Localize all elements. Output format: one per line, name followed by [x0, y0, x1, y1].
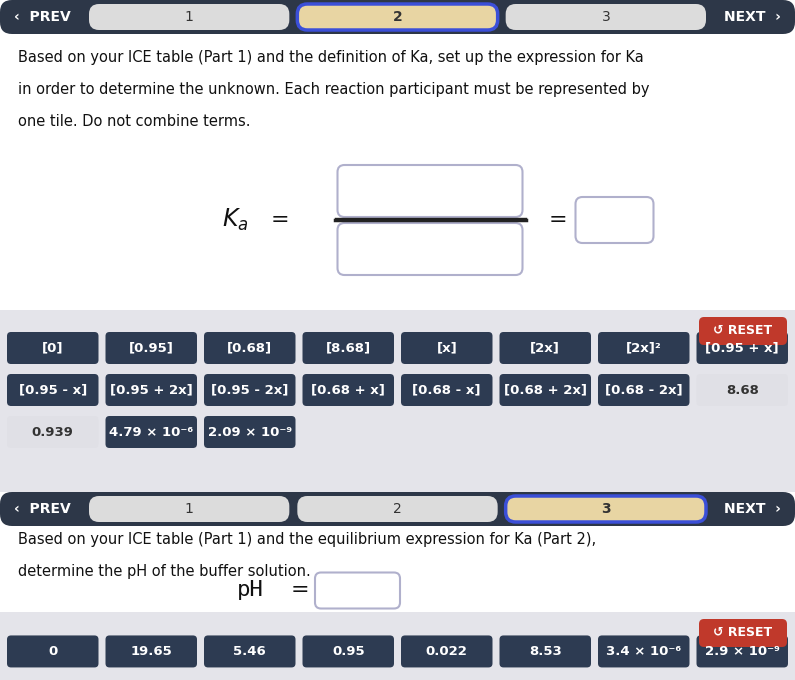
Text: NEXT  ›: NEXT ›	[724, 10, 781, 24]
Text: 2.9 × 10⁻⁹: 2.9 × 10⁻⁹	[705, 645, 780, 658]
FancyBboxPatch shape	[338, 223, 522, 275]
Bar	[0, 34, 795, 310]
FancyBboxPatch shape	[106, 416, 197, 448]
Text: NEXT  ›: NEXT ›	[724, 502, 781, 516]
FancyBboxPatch shape	[699, 317, 787, 345]
Text: [0.68]: [0.68]	[227, 341, 273, 354]
Text: [0.95 + 2x]: [0.95 + 2x]	[110, 384, 192, 396]
Text: 4.79 × 10⁻⁶: 4.79 × 10⁻⁶	[109, 426, 193, 439]
Text: Based on your ICE table (Part 1) and the definition of Ka, set up the expression: Based on your ICE table (Part 1) and the…	[18, 50, 644, 65]
Text: [0.68 + 2x]: [0.68 + 2x]	[504, 384, 587, 396]
FancyBboxPatch shape	[696, 635, 788, 668]
Text: Based on your ICE table (Part 1) and the equilibrium expression for Ka (Part 2),: Based on your ICE table (Part 1) and the…	[18, 532, 596, 547]
FancyBboxPatch shape	[499, 332, 591, 364]
Text: 2: 2	[393, 502, 402, 516]
FancyBboxPatch shape	[204, 416, 296, 448]
Text: [0.95 + x]: [0.95 + x]	[705, 341, 779, 354]
Text: 3.4 × 10⁻⁶: 3.4 × 10⁻⁶	[606, 645, 681, 658]
Text: 3: 3	[602, 10, 611, 24]
FancyBboxPatch shape	[598, 635, 689, 668]
Text: [0.95 - 2x]: [0.95 - 2x]	[211, 384, 289, 396]
Text: 19.65: 19.65	[130, 645, 173, 658]
Text: in order to determine the unknown. Each reaction participant must be represented: in order to determine the unknown. Each …	[18, 82, 650, 97]
Text: [0.95]: [0.95]	[129, 341, 173, 354]
Text: [0]: [0]	[42, 341, 64, 354]
Text: [2x]²: [2x]²	[626, 341, 661, 354]
FancyBboxPatch shape	[297, 496, 498, 522]
Text: $\mathit{K_a}$: $\mathit{K_a}$	[222, 207, 248, 233]
Text: [0.68 + x]: [0.68 + x]	[312, 384, 386, 396]
FancyBboxPatch shape	[89, 4, 289, 30]
FancyBboxPatch shape	[106, 635, 197, 668]
Text: ‹  PREV: ‹ PREV	[14, 502, 71, 516]
FancyBboxPatch shape	[303, 332, 394, 364]
FancyBboxPatch shape	[204, 374, 296, 406]
Text: 2: 2	[393, 10, 402, 24]
Text: 1: 1	[184, 10, 194, 24]
Bar	[0, 310, 795, 492]
FancyBboxPatch shape	[506, 496, 706, 522]
FancyBboxPatch shape	[576, 197, 653, 243]
Text: ↺ RESET: ↺ RESET	[713, 626, 773, 639]
FancyBboxPatch shape	[106, 332, 197, 364]
FancyBboxPatch shape	[499, 374, 591, 406]
FancyBboxPatch shape	[598, 374, 689, 406]
Text: one tile. Do not combine terms.: one tile. Do not combine terms.	[18, 114, 250, 129]
FancyBboxPatch shape	[7, 635, 99, 668]
FancyBboxPatch shape	[699, 619, 787, 647]
FancyBboxPatch shape	[89, 496, 289, 522]
FancyBboxPatch shape	[204, 332, 296, 364]
FancyBboxPatch shape	[315, 573, 400, 609]
FancyBboxPatch shape	[303, 635, 394, 668]
FancyBboxPatch shape	[106, 374, 197, 406]
Text: 8.68: 8.68	[726, 384, 758, 396]
Text: 5.46: 5.46	[234, 645, 266, 658]
FancyBboxPatch shape	[499, 635, 591, 668]
Text: pH: pH	[237, 581, 263, 600]
Text: [0.95 - x]: [0.95 - x]	[18, 384, 87, 396]
Text: 0.939: 0.939	[32, 426, 74, 439]
FancyBboxPatch shape	[696, 374, 788, 406]
Bar	[0, 526, 795, 612]
FancyBboxPatch shape	[338, 165, 522, 217]
Text: =: =	[270, 210, 289, 230]
Text: ‹  PREV: ‹ PREV	[14, 10, 71, 24]
Text: [x]: [x]	[436, 341, 457, 354]
FancyBboxPatch shape	[401, 374, 492, 406]
FancyBboxPatch shape	[303, 374, 394, 406]
FancyBboxPatch shape	[598, 332, 689, 364]
FancyBboxPatch shape	[204, 635, 296, 668]
FancyBboxPatch shape	[401, 332, 492, 364]
FancyBboxPatch shape	[7, 416, 99, 448]
FancyBboxPatch shape	[506, 4, 706, 30]
Text: [8.68]: [8.68]	[326, 341, 370, 354]
FancyBboxPatch shape	[297, 4, 498, 30]
FancyBboxPatch shape	[696, 332, 788, 364]
FancyBboxPatch shape	[401, 635, 492, 668]
Text: 0.022: 0.022	[426, 645, 467, 658]
Text: =: =	[291, 581, 309, 600]
Text: 3: 3	[601, 502, 611, 516]
Text: [2x]: [2x]	[530, 341, 560, 354]
Text: 2.09 × 10⁻⁹: 2.09 × 10⁻⁹	[207, 426, 292, 439]
Text: 1: 1	[184, 502, 194, 516]
Text: ↺ RESET: ↺ RESET	[713, 324, 773, 337]
Bar	[0, 612, 795, 680]
FancyBboxPatch shape	[0, 492, 795, 526]
Text: determine the pH of the buffer solution.: determine the pH of the buffer solution.	[18, 564, 311, 579]
Text: [0.68 - x]: [0.68 - x]	[413, 384, 481, 396]
FancyBboxPatch shape	[0, 0, 795, 34]
Text: [0.68 - 2x]: [0.68 - 2x]	[605, 384, 683, 396]
Text: =: =	[549, 210, 567, 230]
Text: 0: 0	[48, 645, 57, 658]
FancyBboxPatch shape	[7, 374, 99, 406]
FancyBboxPatch shape	[7, 332, 99, 364]
Text: 0.95: 0.95	[332, 645, 365, 658]
Text: 8.53: 8.53	[529, 645, 561, 658]
